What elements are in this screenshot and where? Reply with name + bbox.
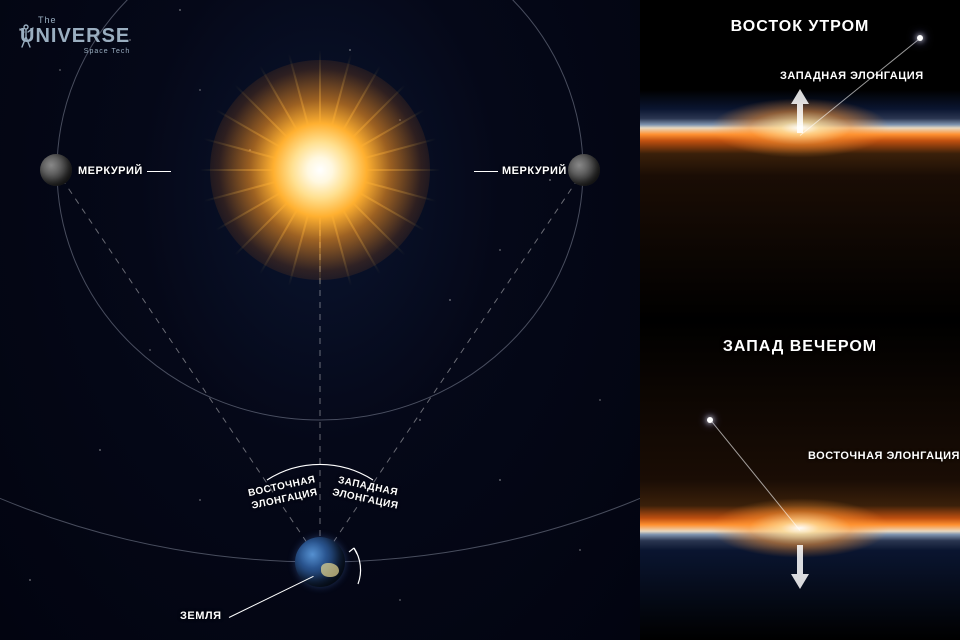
- logo-sub: Space Tech: [20, 48, 130, 55]
- east-elongation-label: ВОСТОЧНАЯ ЭЛОНГАЦИЯ: [808, 450, 960, 462]
- logo-main: UNIVERSE: [20, 25, 130, 47]
- mercury-left-label: МЕРКУРИЙ: [78, 165, 175, 177]
- earth-text: ЗЕМЛЯ: [180, 610, 222, 622]
- east-morning-panel: ВОСТОК УТРОМ ЗАПАДНАЯ ЭЛОНГАЦИЯ: [640, 0, 960, 320]
- logo: The UNIVERSE Space Tech: [20, 15, 130, 55]
- mercury-right: [568, 154, 600, 186]
- mercury-star-top: [917, 35, 923, 41]
- west-evening-title: ЗАПАД ВЕЧЕРОМ: [640, 338, 960, 356]
- west-evening-panel: ЗАПАД ВЕЧЕРОМ ВОСТОЧНАЯ ЭЛОНГАЦИЯ: [640, 320, 960, 640]
- east-morning-title: ВОСТОК УТРОМ: [640, 18, 960, 36]
- west-elongation-label: ЗАПАДНАЯ ЭЛОНГАЦИЯ: [780, 70, 924, 82]
- logo-the: The: [38, 15, 130, 25]
- sun-core: [210, 60, 430, 280]
- telescope-person-icon: [18, 23, 34, 49]
- arrow-down-icon: [788, 542, 812, 592]
- earth: [295, 537, 345, 587]
- right-panels: ВОСТОК УТРОМ ЗАПАДНАЯ ЭЛОНГАЦИЯ ЗАПАД ВЕ…: [640, 0, 960, 640]
- mercury-left: [40, 154, 72, 186]
- sun: [210, 60, 430, 280]
- orbit-diagram-panel: The UNIVERSE Space Tech: [0, 0, 640, 640]
- mercury-star-bottom: [707, 417, 713, 423]
- earth-label: ЗЕМЛЯ: [180, 610, 327, 622]
- mercury-left-text: МЕРКУРИЙ: [78, 165, 143, 177]
- mercury-right-text: МЕРКУРИЙ: [502, 165, 567, 177]
- mercury-right-label: МЕРКУРИЙ: [470, 165, 567, 177]
